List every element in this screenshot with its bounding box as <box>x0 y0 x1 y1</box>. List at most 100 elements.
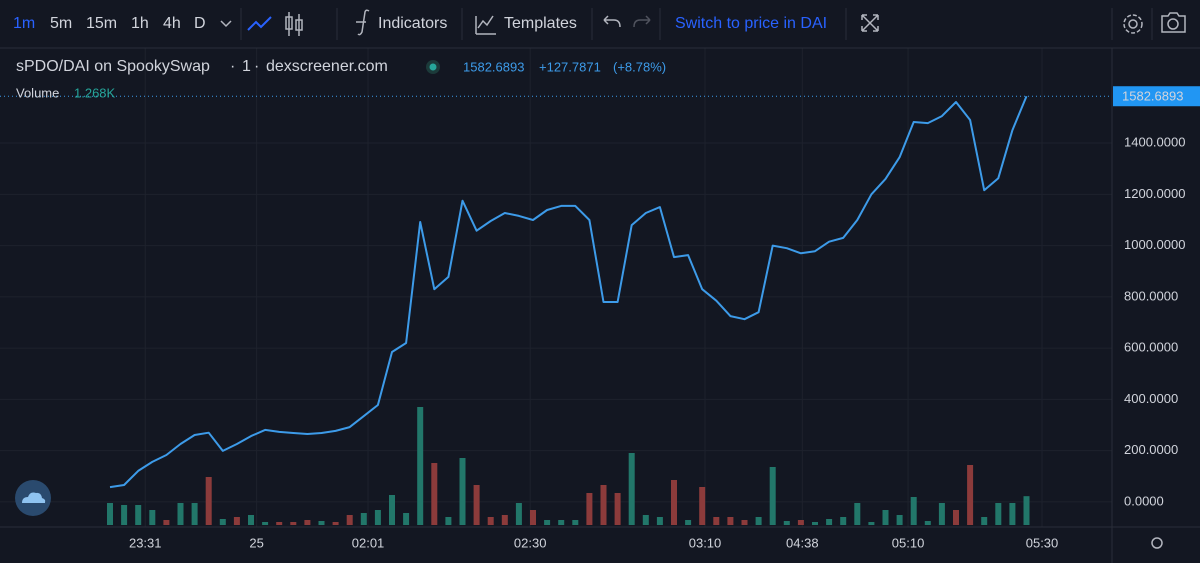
templates-button[interactable]: Templates <box>504 15 577 32</box>
y-tick-label: 0.0000 <box>1124 493 1164 508</box>
templates-icon[interactable] <box>475 15 496 35</box>
volume-bar <box>205 477 212 525</box>
volume-bar <box>713 517 720 525</box>
volume-bar <box>812 522 818 525</box>
volume-bar <box>107 503 113 525</box>
volume-bar <box>1023 496 1030 525</box>
volume-bar <box>121 505 128 525</box>
volume-bar <box>642 515 649 525</box>
x-tick-label: 02:01 <box>352 535 385 550</box>
y-tick-label: 800.0000 <box>1124 288 1178 303</box>
volume-bar <box>262 522 269 525</box>
camera-icon[interactable] <box>1167 18 1179 30</box>
volume-bar <box>473 485 480 525</box>
settings-icon[interactable] <box>1128 19 1138 29</box>
interval[interactable]: 15m <box>86 15 117 32</box>
pair-name: sPDO/DAI on SpookySwap <box>16 58 210 75</box>
volume-bar <box>896 515 903 525</box>
volume-bar <box>1009 503 1016 525</box>
volume-bar <box>840 517 847 525</box>
volume-bar <box>868 522 875 525</box>
volume-bar <box>530 510 536 525</box>
switch-button[interactable]: Switch to price in DAI <box>675 15 827 32</box>
volume-bar <box>600 485 607 525</box>
volume-bar <box>459 458 466 525</box>
y-tick-label: 1200.0000 <box>1124 186 1185 201</box>
volume-bar <box>149 510 156 525</box>
legend-change: +127.7871 <box>539 59 601 74</box>
interval[interactable]: 4h <box>163 15 181 32</box>
x-tick-label: 05:10 <box>892 535 925 550</box>
undo-icon[interactable] <box>603 15 621 28</box>
volume-bar <box>544 520 551 525</box>
volume-bar <box>924 521 931 525</box>
line-chart-icon[interactable] <box>247 16 272 31</box>
logo-icon <box>22 492 46 503</box>
volume-bar <box>374 510 381 525</box>
volume-bar <box>741 520 748 525</box>
separator-dot: · <box>254 58 259 75</box>
volume-bar <box>290 522 297 525</box>
volume-bar <box>248 515 254 525</box>
interval[interactable]: 1h <box>131 15 149 32</box>
volume-bar <box>769 467 776 525</box>
volume-bar <box>671 480 677 525</box>
indicators-button[interactable]: Indicators <box>378 15 447 32</box>
volume-bar <box>431 463 438 525</box>
fx-icon[interactable] <box>356 9 370 36</box>
volume-bar <box>304 520 311 525</box>
interval[interactable]: 1m <box>13 15 35 32</box>
volume-bar <box>487 517 494 525</box>
volume-bar <box>755 517 762 525</box>
volume-bar <box>389 495 395 525</box>
legend-change-pct: (+8.78%) <box>613 59 666 74</box>
volume-bar <box>276 522 283 525</box>
volume-bar <box>981 517 988 525</box>
interval[interactable]: D <box>194 15 206 32</box>
volume-bar <box>515 503 522 525</box>
volume-bar <box>445 517 452 525</box>
volume-name: Volume <box>16 85 59 100</box>
volume-bar <box>967 465 974 525</box>
volume-bar <box>783 521 790 525</box>
volume-bar <box>501 515 508 525</box>
y-tick-label: 400.0000 <box>1124 391 1178 406</box>
volume-bar <box>417 407 424 525</box>
volume-bar <box>191 503 198 525</box>
interval[interactable]: 5m <box>50 15 72 32</box>
camera-icon[interactable] <box>1161 12 1186 33</box>
volume-bar <box>233 517 240 525</box>
volume-bar <box>558 520 565 525</box>
volume-bar <box>586 493 593 525</box>
volume-bar <box>163 520 170 525</box>
volume-bar <box>318 521 325 525</box>
volume-bar <box>938 503 945 525</box>
volume-bar <box>219 519 226 525</box>
volume-bar <box>403 513 410 525</box>
candle-icon[interactable] <box>285 12 303 36</box>
volume-bar <box>953 510 959 525</box>
volume-bar <box>346 515 353 525</box>
x-tick-label: 03:10 <box>689 535 722 550</box>
volume-bar <box>332 522 339 525</box>
interval-label: 1 <box>242 58 251 75</box>
volume-value: 1.268K <box>74 85 116 100</box>
dropdown-icon[interactable] <box>220 20 232 28</box>
settings-icon[interactable] <box>1123 14 1143 34</box>
x-tick-label: 23:31 <box>129 535 162 550</box>
volume-bar <box>699 487 706 525</box>
y-tick-label: 1000.0000 <box>1124 237 1185 252</box>
volume-bar <box>656 517 663 525</box>
volume-bar <box>995 503 1002 525</box>
source: dexscreener.com <box>266 58 388 75</box>
axis-settings-icon[interactable] <box>1151 537 1163 549</box>
volume-bar <box>135 505 142 525</box>
legend: sPDO/DAI on SpookySwap · 1 · dexscreener… <box>16 58 666 100</box>
redo-icon[interactable] <box>633 15 651 28</box>
y-tick-label: 600.0000 <box>1124 340 1178 355</box>
plot <box>0 48 1112 527</box>
last-price-tag <box>1113 86 1200 107</box>
fullscreen-icon[interactable] <box>861 14 879 32</box>
legend-price: 1582.6893 <box>463 59 524 74</box>
